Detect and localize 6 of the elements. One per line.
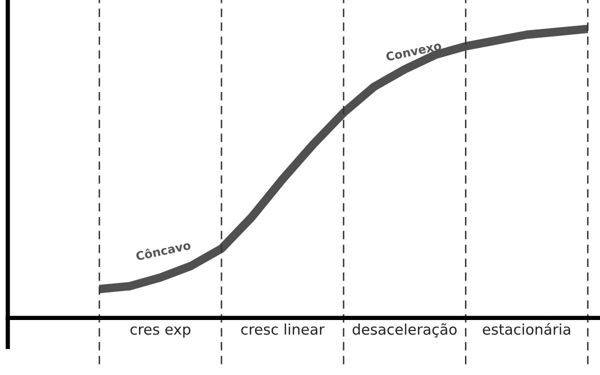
- x-tick-label: cresc linear: [241, 324, 325, 335]
- x-tick-label: estacionária: [482, 322, 570, 335]
- annotation: Côncavo: [135, 240, 192, 261]
- x-tick-label: cres exp: [130, 326, 190, 338]
- annotation: Convexo: [386, 40, 442, 62]
- x-tick-label: desaceleração: [352, 323, 457, 338]
